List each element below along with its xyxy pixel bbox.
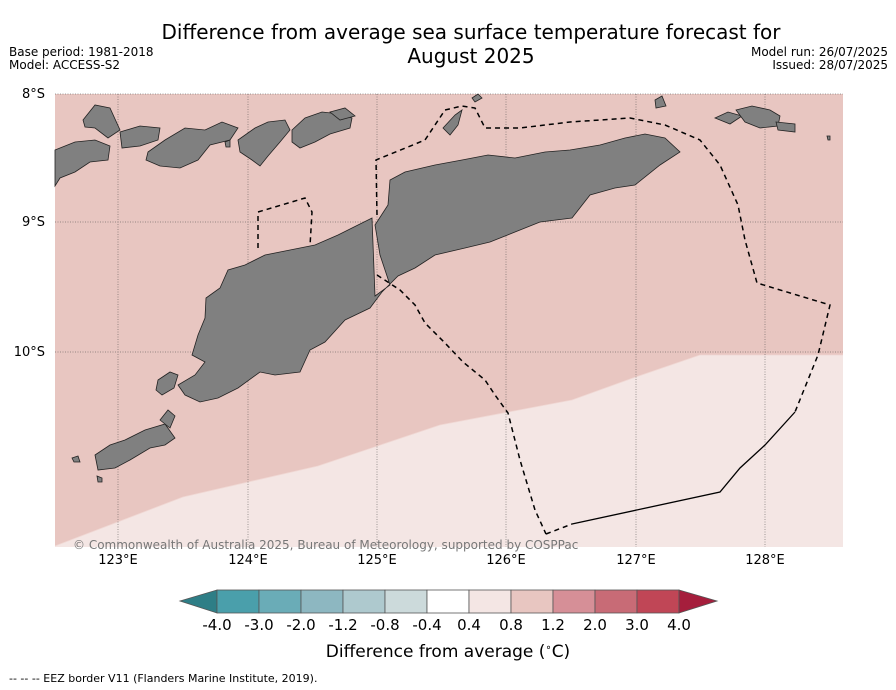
title-line-1: Difference from average sea surface temp… — [161, 20, 781, 44]
colorbar-tick-label: 2.0 — [583, 616, 607, 634]
colorbar-extend-high — [678, 589, 719, 614]
island-n — [826, 135, 831, 141]
base-period: Base period: 1981-2018 — [9, 45, 154, 59]
colorbar-segment — [258, 589, 302, 614]
colorbar-segment — [636, 589, 680, 614]
island-m — [96, 475, 103, 483]
island-k — [159, 409, 176, 429]
timor-island — [177, 133, 681, 403]
island-d — [329, 107, 356, 121]
sawu-island — [94, 423, 176, 471]
eez-border-solid — [571, 411, 796, 525]
land — [54, 93, 831, 483]
colorbar-segment — [426, 589, 470, 614]
colorbar-tick-label: -0.8 — [370, 616, 400, 634]
colorbar-segment — [216, 589, 260, 614]
copyright-notice: © Commonwealth of Australia 2025, Bureau… — [73, 538, 578, 552]
lat-label-9S: 9°S — [21, 215, 45, 230]
colorbar-segment — [468, 589, 512, 614]
anomaly-band-0.4-0.8 — [55, 355, 843, 547]
issued-date: Issued: 28/07/2025 — [772, 58, 888, 72]
colorbar-tick-label: 4.0 — [667, 616, 691, 634]
island-e — [442, 109, 463, 136]
colorbar-segment — [594, 589, 638, 614]
lon-label-125E: 125°E — [357, 553, 397, 568]
island-a — [119, 125, 161, 149]
lat-label-10S: 10°S — [13, 345, 45, 360]
eez-legend-note: -- -- -- EEZ border V11 (Flanders Marine… — [9, 672, 318, 685]
map-title: Difference from average sea surface temp… — [130, 20, 812, 68]
wetar-island — [291, 111, 353, 149]
lon-label-124E: 124°E — [228, 553, 268, 568]
eez-border — [257, 105, 831, 535]
model-run: Model run: 26/07/2025 — [750, 45, 888, 59]
colorbar-segment — [342, 589, 386, 614]
island-l — [71, 455, 81, 463]
island-o — [224, 139, 231, 148]
colorbar-tick-label: -3.0 — [244, 616, 274, 634]
colorbar-tick-label: 0.4 — [457, 616, 481, 634]
colorbar-tick-label: -1.2 — [328, 616, 358, 634]
colorbar-segment — [510, 589, 554, 614]
model-name: Model: ACCESS-S2 — [9, 58, 121, 72]
island-i — [735, 105, 781, 129]
lon-label-127E: 127°E — [616, 553, 656, 568]
roti-island — [155, 371, 179, 396]
colorbar-segment — [552, 589, 596, 614]
title-line-2: August 2025 — [407, 44, 535, 68]
island-g — [654, 95, 667, 109]
pantar-island — [82, 104, 121, 139]
island-j — [775, 121, 796, 133]
base-info: Base period: 1981-2018 Model: ACCESS-S2 — [9, 46, 154, 72]
colorbar — [178, 589, 719, 614]
colorbar-tick-label: -0.4 — [412, 616, 442, 634]
colorbar-tick-label: 3.0 — [625, 616, 649, 634]
colorbar-title: Difference from average (∘C) — [325, 642, 571, 662]
island-c — [237, 119, 291, 167]
colorbar-tick-label: 1.2 — [541, 616, 565, 634]
lon-label-123E: 123°E — [98, 553, 138, 568]
lon-label-128E: 128°E — [745, 553, 785, 568]
lon-label-126E: 126°E — [486, 553, 526, 568]
run-info: Model run: 26/07/2025 Issued: 28/07/2025 — [751, 46, 888, 72]
lat-label-8S: 8°S — [21, 87, 45, 102]
alor-island — [54, 139, 111, 188]
colorbar-segment — [300, 589, 344, 614]
colorbar-tick-label: -2.0 — [286, 616, 316, 634]
colorbar-tick-label: 0.8 — [499, 616, 523, 634]
colorbar-segment — [384, 589, 428, 614]
colorbar-tick-label: -4.0 — [202, 616, 232, 634]
colorbar-extend-low — [178, 589, 218, 614]
island-f — [471, 93, 483, 103]
